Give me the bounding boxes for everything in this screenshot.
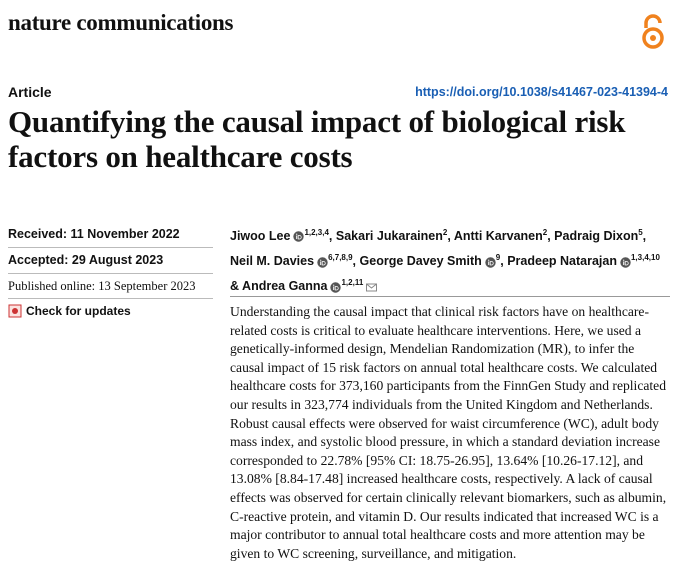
author-separator: ,	[500, 254, 504, 269]
author-name[interactable]: Andrea Ganna	[242, 279, 328, 294]
affiliation-numbers: 1,3,4,10	[630, 253, 660, 263]
author-name[interactable]: George Davey Smith	[359, 254, 482, 269]
author-separator: &	[230, 279, 240, 294]
author-list: Jiwoo Lee 1,2,3,4, Sakari Jukarainen2, An…	[230, 222, 670, 297]
author-separator: ,	[447, 229, 451, 244]
author-separator: ,	[642, 229, 647, 244]
doi-link[interactable]: https://doi.org/10.1038/s41467-023-41394…	[415, 85, 668, 99]
affiliation-numbers: 1,2,11	[341, 278, 364, 288]
affiliation-numbers: 9	[495, 253, 501, 263]
check-updates-icon	[8, 304, 22, 318]
affiliation-numbers: 1,2,3,4	[304, 228, 329, 237]
check-updates-label[interactable]: Check for updates	[26, 304, 131, 318]
author: Jiwoo Lee 1,2,3,4,	[230, 228, 333, 244]
journal-name[interactable]: nature communications	[8, 10, 234, 35]
author-name[interactable]: Jiwoo Lee	[230, 229, 291, 244]
affiliation-numbers: 2	[442, 228, 448, 237]
author-name[interactable]: Pradeep Natarajan	[507, 254, 617, 269]
author: Andrea Ganna 1,2,11	[242, 278, 378, 294]
author: Padraig Dixon5,	[554, 228, 647, 244]
author-name[interactable]: Antti Karvanen	[453, 229, 543, 244]
author: Pradeep Natarajan 1,3,4,10 &	[230, 253, 660, 294]
orcid-icon[interactable]	[293, 231, 305, 243]
orcid-icon[interactable]	[620, 256, 631, 268]
author-separator: ,	[328, 229, 333, 244]
author-name[interactable]: Sakari Jukarainen	[335, 229, 443, 244]
article-type: Article	[8, 84, 52, 100]
author: Neil M. Davies 6,7,8,9,	[230, 253, 357, 269]
author-separator: ,	[547, 229, 551, 244]
accepted-date: Accepted: 29 August 2023	[8, 247, 213, 267]
orcid-icon[interactable]	[330, 281, 342, 293]
author-name[interactable]: Padraig Dixon	[554, 229, 639, 244]
published-date: Published online: 13 September 2023	[8, 273, 213, 294]
affiliation-numbers: 2	[542, 228, 548, 237]
email-icon[interactable]	[366, 282, 378, 293]
orcid-icon[interactable]	[485, 256, 496, 268]
author: George Davey Smith 9,	[359, 253, 504, 269]
check-updates[interactable]: Check for updates	[8, 298, 213, 318]
author: Antti Karvanen2,	[453, 228, 551, 244]
abstract: Understanding the causal impact that cli…	[230, 296, 670, 563]
author-name[interactable]: Neil M. Davies	[230, 254, 315, 269]
affiliation-numbers: 6,7,8,9	[328, 253, 353, 263]
orcid-icon[interactable]	[317, 256, 328, 268]
author-separator: ,	[352, 254, 357, 269]
affiliation-numbers: 5	[638, 228, 643, 237]
author: Sakari Jukarainen2,	[335, 228, 451, 244]
open-access-icon	[642, 14, 664, 49]
received-date: Received: 11 November 2022	[8, 227, 180, 241]
article-title: Quantifying the causal impact of biologi…	[8, 104, 626, 174]
